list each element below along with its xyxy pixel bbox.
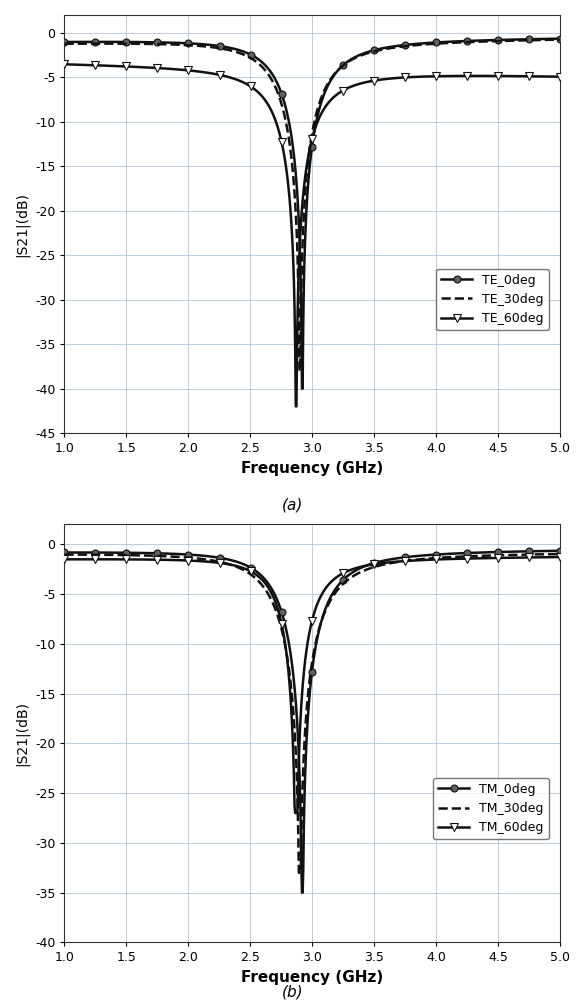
TM_30deg [488,549,495,561]
TE_30deg [377,44,384,56]
Legend: TM_0deg, TM_30deg, TM_60deg: TM_0deg, TM_30deg, TM_60deg [433,778,549,839]
TE_60deg [362,76,369,88]
Line: TM_30deg: TM_30deg [64,554,560,873]
TM_30deg [438,552,445,564]
Line: TE_30deg: TE_30deg [64,40,560,371]
TE_30deg [438,37,445,49]
TE_60deg [61,58,68,70]
TM_60deg [292,807,299,819]
TE_60deg [556,71,563,83]
TE_60deg [377,74,384,86]
TE_30deg [556,34,563,46]
TE_30deg [362,48,369,60]
Text: (a): (a) [282,497,303,512]
TM_60deg [362,560,369,572]
TE_0deg [556,33,563,45]
TM_0deg [298,887,305,899]
TE_30deg [296,365,303,377]
TM_0deg [377,555,384,567]
TM_0deg [556,545,563,557]
TM_30deg [362,564,369,576]
TM_60deg [61,553,68,565]
TM_0deg [61,546,68,558]
TE_30deg [349,53,356,65]
TM_0deg [91,547,98,559]
TM_0deg [488,546,495,558]
TE_30deg [91,38,98,50]
TE_60deg [91,59,98,71]
TM_30deg [295,867,302,879]
X-axis label: Frequency (GHz): Frequency (GHz) [241,461,383,476]
X-axis label: Frequency (GHz): Frequency (GHz) [241,970,383,985]
TE_30deg [61,38,68,50]
TE_0deg [488,34,495,46]
TM_60deg [349,563,356,575]
TM_30deg [556,548,563,560]
TE_0deg [298,383,305,395]
Y-axis label: |S21|(dB): |S21|(dB) [15,701,29,766]
Line: TE_0deg: TE_0deg [61,35,563,392]
TM_0deg [438,548,445,560]
Line: TE_60deg: TE_60deg [60,60,564,411]
TM_30deg [91,549,98,561]
TE_60deg [292,400,300,412]
TE_0deg [61,36,68,48]
Line: TM_0deg: TM_0deg [61,547,563,896]
TM_30deg [61,549,68,561]
TE_60deg [349,80,356,92]
TM_30deg [349,570,356,582]
TM_60deg [438,553,445,565]
Y-axis label: |S21|(dB): |S21|(dB) [15,192,29,257]
TE_0deg [438,36,445,48]
TE_0deg [91,36,98,48]
TE_0deg [377,43,384,55]
Legend: TE_0deg, TE_30deg, TE_60deg: TE_0deg, TE_30deg, TE_60deg [436,269,549,330]
Line: TM_60deg: TM_60deg [60,553,564,817]
TM_60deg [556,551,563,563]
TM_30deg [377,559,384,571]
TM_0deg [349,566,356,578]
TM_0deg [362,560,369,572]
TM_60deg [488,552,495,564]
TE_0deg [349,52,356,64]
Text: (b): (b) [282,984,303,1000]
TE_0deg [362,47,369,59]
TE_60deg [488,70,495,82]
TE_30deg [488,35,495,47]
TE_60deg [438,70,445,82]
TM_60deg [377,557,384,569]
TM_60deg [91,553,98,565]
